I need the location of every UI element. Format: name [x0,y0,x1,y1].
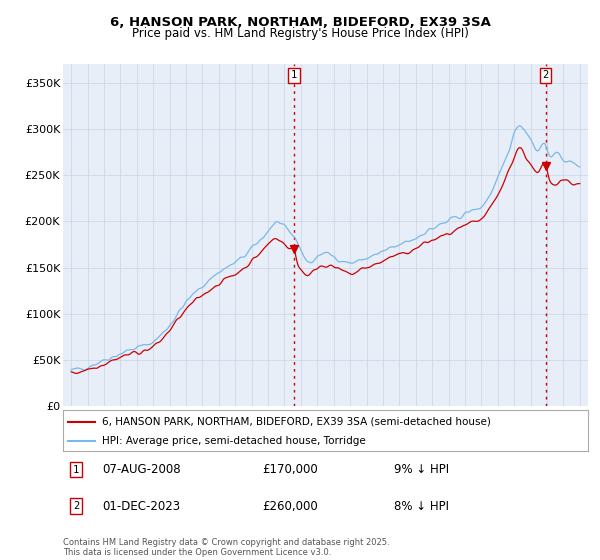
Text: 2: 2 [73,501,79,511]
Text: 07-AUG-2008: 07-AUG-2008 [103,463,181,476]
Text: £260,000: £260,000 [263,500,318,512]
Text: HPI: Average price, semi-detached house, Torridge: HPI: Average price, semi-detached house,… [103,436,366,446]
Text: Contains HM Land Registry data © Crown copyright and database right 2025.
This d: Contains HM Land Registry data © Crown c… [63,538,389,557]
Text: 6, HANSON PARK, NORTHAM, BIDEFORD, EX39 3SA: 6, HANSON PARK, NORTHAM, BIDEFORD, EX39 … [110,16,490,29]
Text: 1: 1 [291,71,297,81]
Text: £170,000: £170,000 [263,463,318,476]
Text: 8% ↓ HPI: 8% ↓ HPI [394,500,449,512]
Text: 9% ↓ HPI: 9% ↓ HPI [394,463,449,476]
Text: 6, HANSON PARK, NORTHAM, BIDEFORD, EX39 3SA (semi-detached house): 6, HANSON PARK, NORTHAM, BIDEFORD, EX39 … [103,417,491,427]
Text: 01-DEC-2023: 01-DEC-2023 [103,500,181,512]
Text: 1: 1 [73,465,79,475]
Text: Price paid vs. HM Land Registry's House Price Index (HPI): Price paid vs. HM Land Registry's House … [131,27,469,40]
Text: 2: 2 [542,71,548,81]
